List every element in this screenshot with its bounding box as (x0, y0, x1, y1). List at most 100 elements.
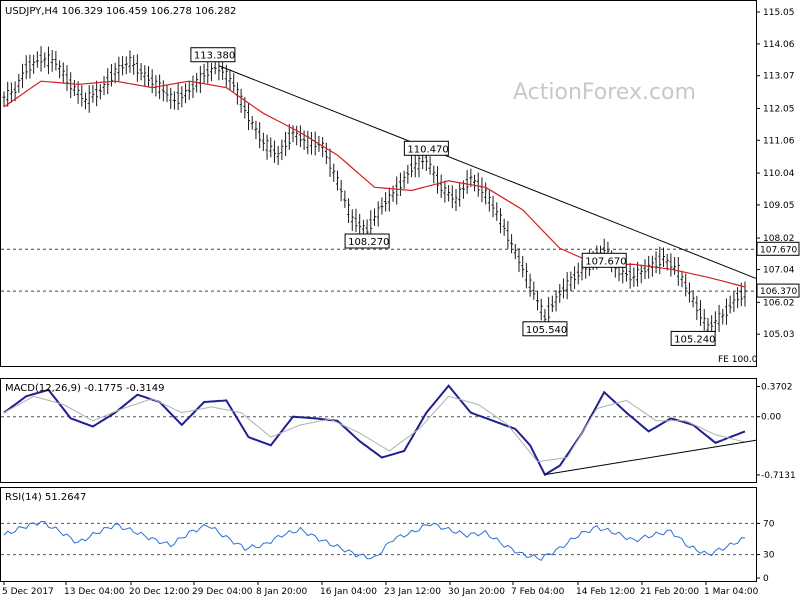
price-tick-label: 105.03 (763, 330, 795, 340)
price-bar (172, 91, 176, 110)
price-bar (669, 253, 673, 277)
price-bar (658, 246, 662, 275)
price-bar (280, 139, 284, 161)
price-tick-label: 109.05 (763, 201, 795, 211)
price-bar (161, 80, 165, 102)
price-bar (406, 164, 410, 184)
price-bar (87, 85, 91, 113)
price-bar (539, 298, 543, 321)
price-bar (117, 56, 121, 82)
price-bar (721, 308, 725, 325)
price-bar (232, 73, 236, 92)
price-bar (106, 68, 110, 95)
price-bar (673, 257, 677, 275)
price-bar (187, 80, 191, 100)
price-bar (358, 213, 362, 237)
price-bar (109, 64, 113, 87)
price-bar (121, 56, 125, 76)
swing-label-text: 110.470 (407, 144, 448, 155)
price-tick-label: 112.05 (763, 104, 795, 114)
x-tick-label: 21 Feb 20:00 (640, 587, 699, 597)
price-bar (328, 148, 332, 177)
price-bar (132, 55, 136, 75)
price-bar (180, 86, 184, 108)
price-bar (17, 73, 21, 93)
price-bar (502, 218, 506, 236)
ma-line (3, 80, 746, 288)
price-bar (561, 278, 565, 299)
price-bar (35, 51, 39, 68)
x-tick-label: 1 Mar 04:00 (704, 587, 759, 597)
price-bar (298, 125, 302, 148)
macd-line (3, 384, 746, 477)
fe-label: FE 100.0 (718, 355, 758, 365)
price-bar (84, 92, 88, 110)
price-bar (506, 221, 510, 249)
price-bar (287, 123, 291, 150)
price-bar (480, 177, 484, 203)
price-bar (536, 291, 540, 311)
price-bar (491, 195, 495, 218)
swing-label-105.240: 105.240 (670, 330, 716, 346)
price-bar (661, 247, 665, 267)
price-bar (350, 209, 354, 231)
price-bar (565, 272, 569, 300)
price-bar (373, 208, 376, 226)
price-bar (191, 75, 195, 99)
macd-panel (0, 378, 757, 483)
price-bar (24, 55, 28, 80)
price-bar (50, 49, 54, 72)
price-bar (550, 295, 554, 313)
price-bar (169, 87, 173, 110)
price-bar (639, 264, 643, 284)
level-tag-label: 106.370 (760, 287, 797, 297)
price-bar (569, 271, 573, 292)
price-bar (321, 137, 325, 158)
rsi-tick-label: 30 (763, 551, 775, 561)
price-bar (684, 273, 688, 297)
price-bar (636, 261, 640, 287)
price-bar (736, 287, 740, 309)
macd-trendline (544, 439, 757, 476)
price-tick-label: 108.02 (763, 234, 795, 244)
price-bar (58, 60, 62, 79)
price-trendline (218, 65, 757, 279)
price-bar (384, 192, 388, 212)
x-tick-label: 5 Dec 2017 (2, 587, 54, 597)
macd-tick-label: 0.00 (761, 413, 781, 423)
price-bar (72, 79, 76, 96)
price-tick-label: 106.02 (763, 298, 795, 308)
price-bar (473, 174, 477, 192)
macd-tick-label: -0.7131 (761, 471, 796, 481)
price-bar (39, 46, 43, 72)
price-bar (732, 291, 736, 313)
rsi-tick-label: 70 (763, 519, 775, 529)
price-bar (517, 248, 521, 273)
price-bar (691, 290, 695, 308)
price-bar (247, 103, 251, 131)
price-bar (432, 165, 436, 184)
price-bar (687, 282, 691, 303)
price-bar (495, 202, 499, 221)
price-bar (310, 131, 314, 155)
price-bar (428, 156, 432, 175)
x-tick-label: 29 Dec 04:00 (192, 587, 253, 597)
swing-label-text: 108.270 (348, 237, 389, 248)
price-tick-label: 111.06 (763, 136, 795, 146)
swing-label-108.270: 108.270 (344, 233, 390, 249)
swing-label-text: 105.240 (674, 334, 715, 345)
price-bar (439, 174, 443, 198)
price-bar (465, 169, 469, 194)
price-tick-label: 110.04 (763, 169, 795, 179)
price-bar (198, 65, 202, 94)
price-bar (510, 234, 514, 254)
price-bar (150, 69, 154, 94)
price-bar (443, 180, 447, 203)
price-bar (521, 255, 525, 278)
price-bar (154, 75, 158, 97)
macd-title: MACD(12,26,9) -0.1775 -0.3149 (5, 383, 165, 394)
price-bar (80, 85, 84, 107)
price-tick-label: 115.05 (763, 8, 795, 18)
price-bar (713, 311, 717, 332)
price-bar (165, 84, 169, 103)
